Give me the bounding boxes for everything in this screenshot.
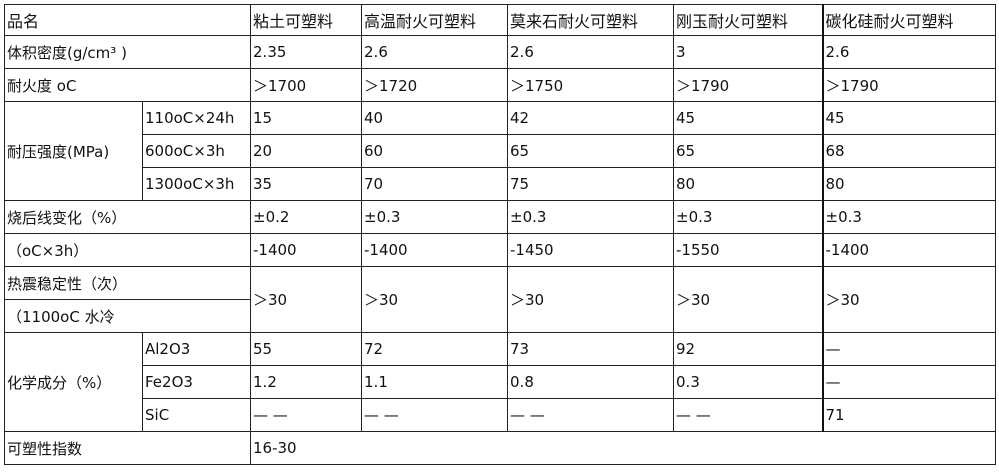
cell: 20 [250,134,363,168]
cell: 70 [361,167,509,201]
product-header: 粘土可塑料 [250,4,363,36]
cell: 2.6 [361,35,509,69]
cell: 40 [361,101,509,135]
cell: 71 [822,398,997,432]
cell: -1450 [507,233,675,267]
row-label: 烧后线变化（%） [3,200,252,234]
cell: 1.2 [250,365,363,399]
header-label: 品名 [3,4,252,36]
table-row: 体积密度(g/cm³ ) 2.35 2.6 2.6 3 2.6 [3,35,997,69]
cell: -1550 [673,233,824,267]
row-sublabel: （1100oC 水冷 [3,299,252,333]
product-header: 莫来石耐火可塑料 [507,4,675,36]
cell: — — [250,398,363,432]
component-label: SiC [141,398,252,432]
condition-label: 600oC×3h [141,134,252,168]
cell: 68 [822,134,997,168]
cell: — — [673,398,824,432]
table-row: Fe2O3 1.2 1.1 0.8 0.3 — [5,365,997,399]
cell: 75 [507,167,675,201]
condition-label: 1300oC×3h [141,167,252,201]
product-header: 碳化硅耐火可塑料 [822,4,997,36]
cell: 80 [673,167,824,201]
cell: 60 [361,134,509,168]
table-row: SiC — — — — — — — — 71 [5,398,997,432]
properties-table: 品名 粘土可塑料 高温耐火可塑料 莫来石耐火可塑料 刚玉耐火可塑料 碳化硅耐火可… [3,4,997,465]
condition-label: 110oC×24h [141,101,252,135]
cell: 65 [507,134,675,168]
cell: -1400 [250,233,363,267]
table-row: 耐压强度(MPa) 110oC×24h 15 40 42 45 45 [4,101,997,201]
row-label: 体积密度(g/cm³ ) [3,35,252,69]
cell: 16-30 [250,431,997,465]
cell: 2.6 [507,35,675,69]
cell: ±0.3 [673,200,824,234]
cell: -1400 [822,233,997,267]
table-row: 烧后线变化（%） ±0.2 ±0.3 ±0.3 ±0.3 ±0.3 [3,200,997,234]
cell: -1400 [361,233,509,267]
row-label: 耐压强度(MPa) [4,101,143,201]
cell: ＞30 [250,266,363,333]
cell: 45 [673,101,824,135]
table-row: 耐火度 oC ＞1700 ＞1720 ＞1750 ＞1790 ＞1790 [3,68,997,102]
cell: 42 [507,101,675,135]
cell: — — [507,398,675,432]
table-row: 化学成分（%） Al2O3 55 72 73 92 — [4,332,997,432]
cell: ＞1720 [361,68,509,102]
header-row: 品名 粘土可塑料 高温耐火可塑料 莫来石耐火可塑料 刚玉耐火可塑料 碳化硅耐火可… [3,4,997,36]
cell: 73 [507,332,675,366]
cell: ±0.3 [822,200,997,234]
cell: ±0.3 [361,200,509,234]
cell: 80 [822,167,997,201]
cell: 45 [822,101,997,135]
cell: 65 [673,134,824,168]
row-label: （oC×3h） [3,233,252,267]
table-row: 1300oC×3h 35 70 75 80 80 [5,167,997,201]
cell: ＞1790 [822,68,997,102]
cell: — [822,332,997,366]
product-header: 高温耐火可塑料 [361,4,509,36]
component-label: Al2O3 [141,332,252,366]
cell: ＞30 [673,266,824,333]
cell: 0.8 [507,365,675,399]
cell: 55 [250,332,363,366]
table-row: 热震稳定性（次） ＞30 ＞30 ＞30 ＞30 ＞30 [3,266,997,333]
cell: ±0.3 [507,200,675,234]
cell: ＞1790 [673,68,824,102]
cell: 1.1 [361,365,509,399]
table-row: （oC×3h） -1400 -1400 -1450 -1550 -1400 [3,233,997,267]
cell: ＞30 [361,266,509,333]
cell: — — [361,398,509,432]
cell: 15 [250,101,363,135]
cell: 35 [250,167,363,201]
cell: 72 [361,332,509,366]
cell: 2.35 [250,35,363,69]
product-header: 刚玉耐火可塑料 [673,4,824,36]
component-label: Fe2O3 [141,365,252,399]
cell: 92 [673,332,824,366]
cell: ＞30 [507,266,675,333]
cell: 2.6 [822,35,997,69]
row-label: 耐火度 oC [3,68,252,102]
cell: ＞30 [822,266,997,333]
table-row: （1100oC 水冷 [3,299,996,333]
row-label: 可塑性指数 [3,431,252,465]
table-row: 600oC×3h 20 60 65 65 68 [5,134,997,168]
row-label: 热震稳定性（次） [3,266,252,300]
cell: ＞1700 [250,68,363,102]
cell: ±0.2 [250,200,363,234]
cell: 3 [673,35,824,69]
table-row: 可塑性指数 16-30 [3,431,997,465]
row-label: 化学成分（%） [4,332,143,432]
cell: — [822,365,997,399]
cell: ＞1750 [507,68,675,102]
cell: 0.3 [673,365,824,399]
